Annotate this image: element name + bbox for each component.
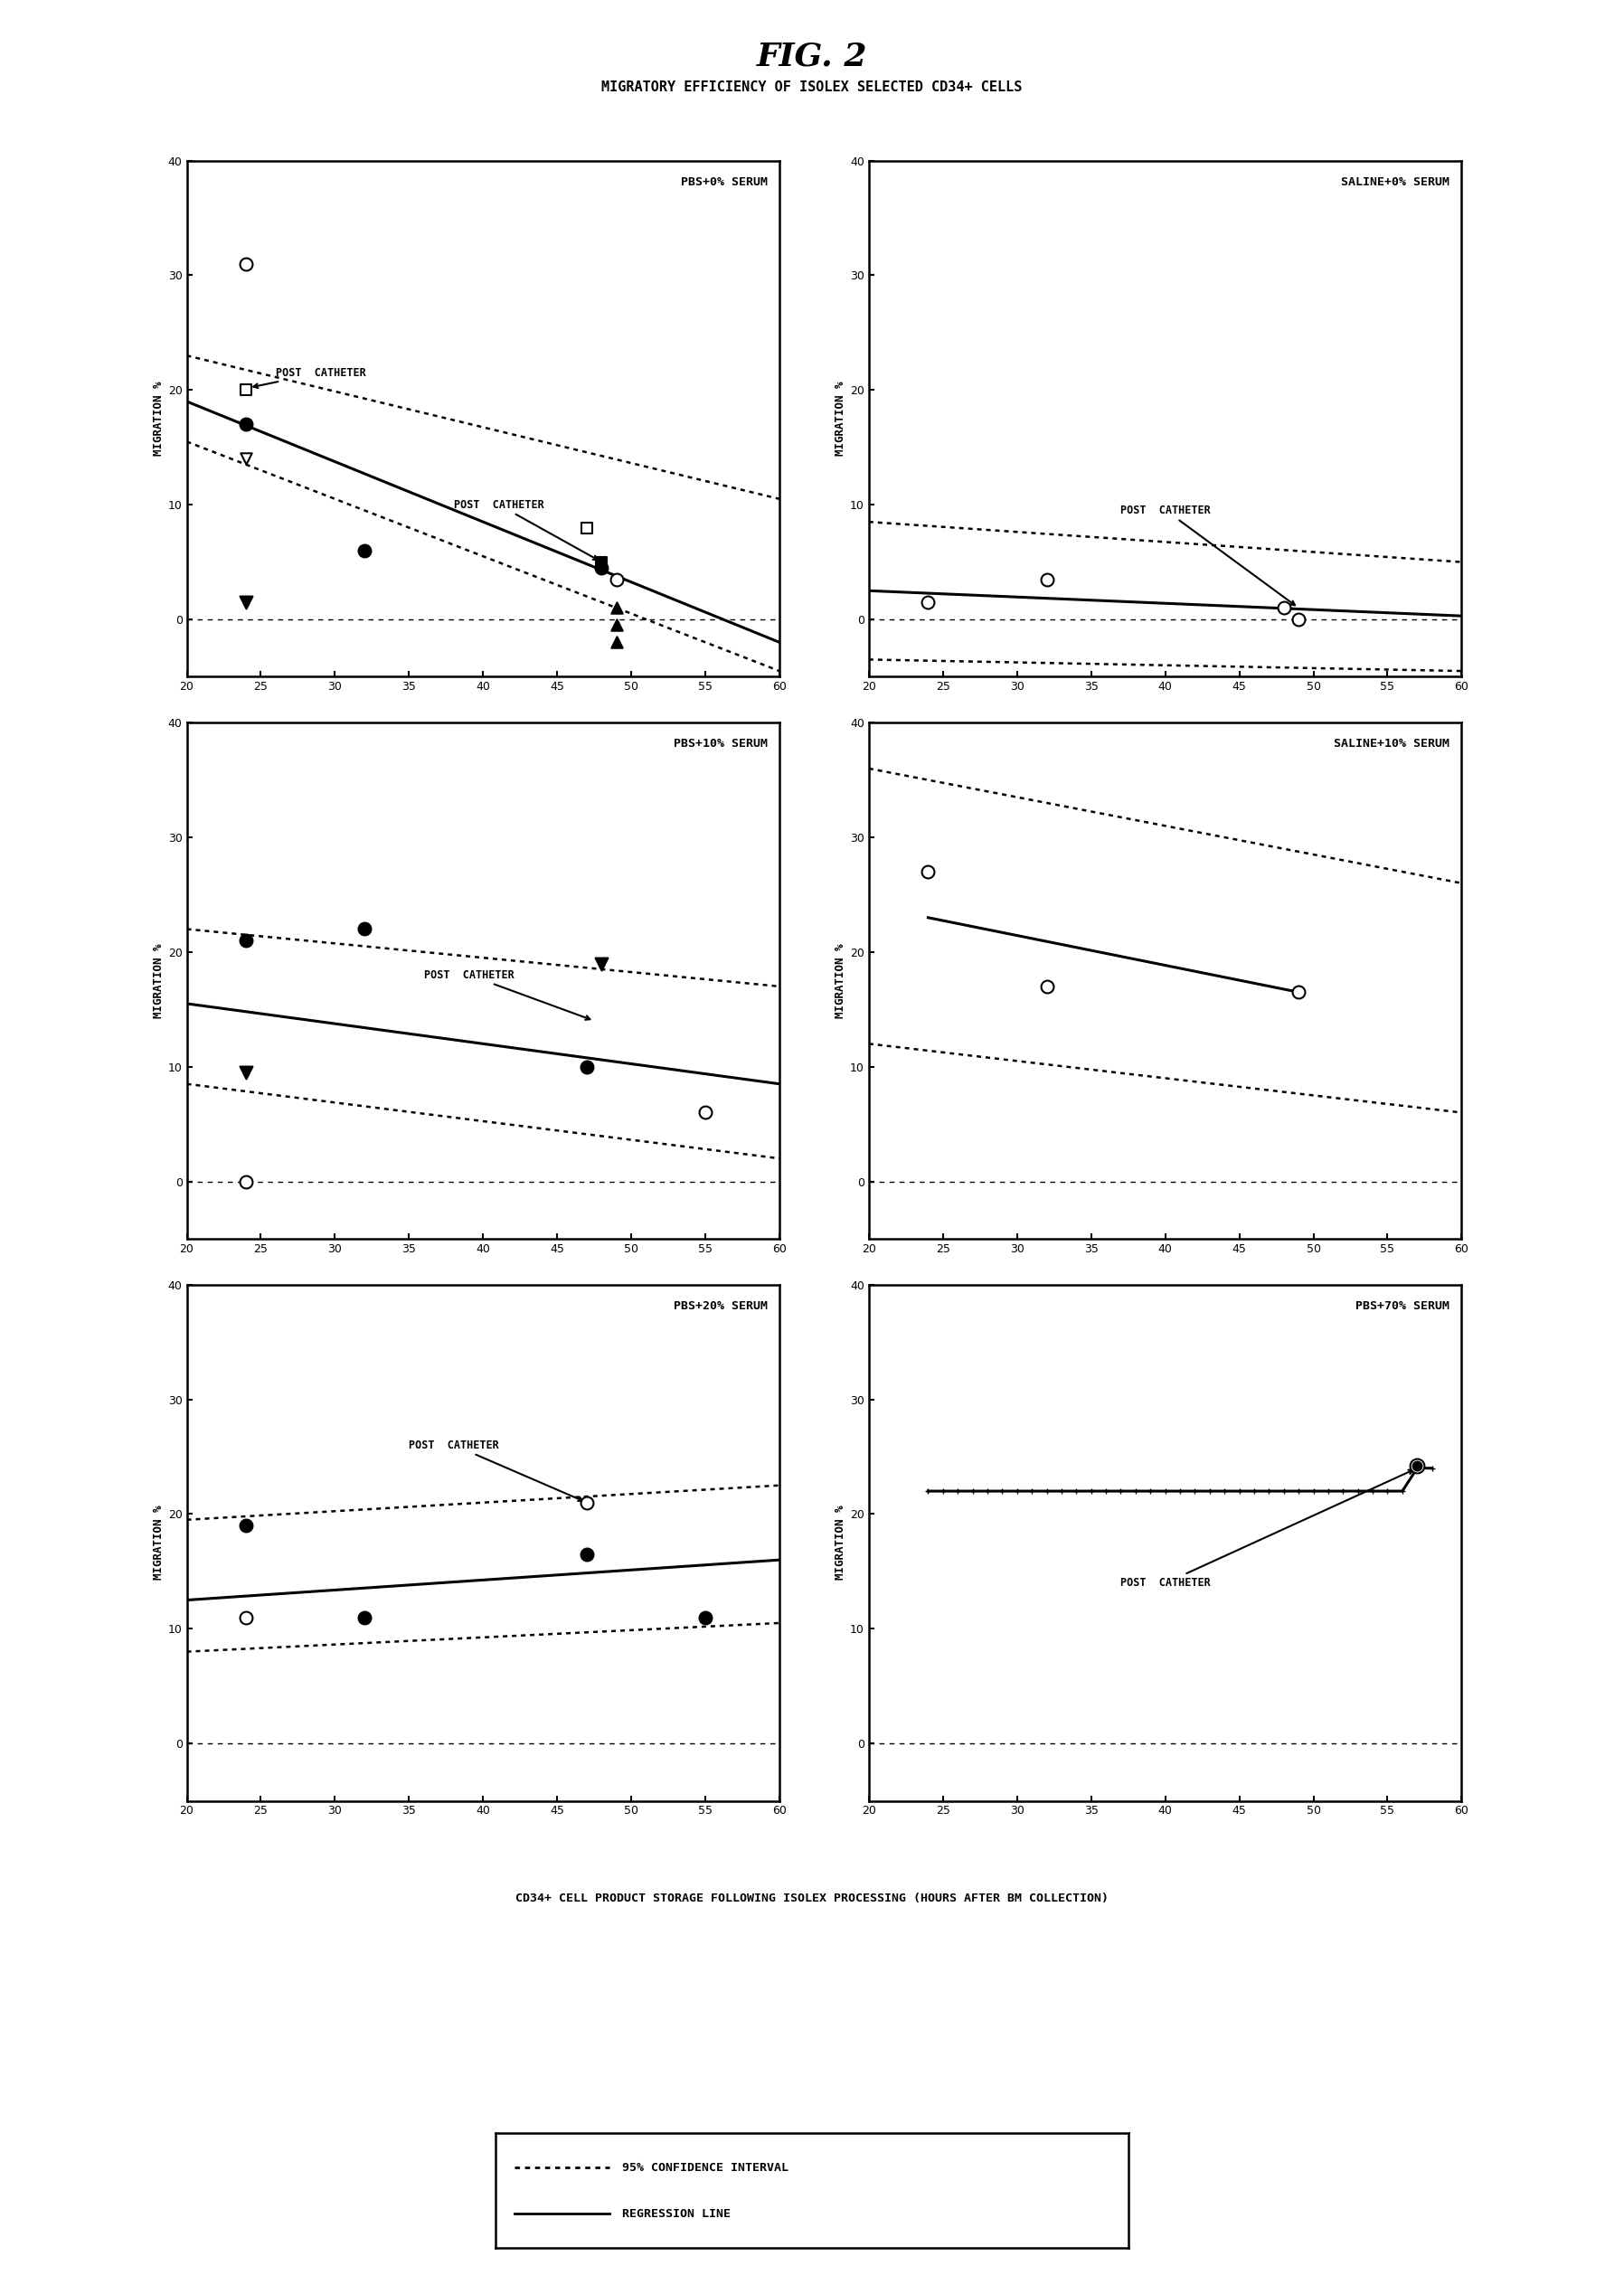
Y-axis label: MIGRATION %: MIGRATION % bbox=[153, 943, 164, 1019]
Point bbox=[573, 1484, 599, 1521]
Point bbox=[234, 922, 260, 959]
Point bbox=[234, 1163, 260, 1200]
Point bbox=[1405, 1448, 1431, 1484]
Text: POST  CATHETER: POST CATHETER bbox=[253, 367, 365, 388]
Point bbox=[234, 440, 260, 477]
Text: POST  CATHETER: POST CATHETER bbox=[409, 1438, 583, 1500]
Point bbox=[573, 1048, 599, 1085]
Y-axis label: MIGRATION %: MIGRATION % bbox=[153, 1505, 164, 1581]
Point bbox=[590, 551, 615, 587]
Text: PBS+10% SERUM: PBS+10% SERUM bbox=[674, 739, 768, 750]
Point bbox=[692, 1094, 718, 1131]
Point bbox=[352, 532, 378, 569]
Point bbox=[234, 372, 260, 408]
Text: POST  CATHETER: POST CATHETER bbox=[424, 968, 590, 1021]
Text: CD34+ CELL PRODUCT STORAGE FOLLOWING ISOLEX PROCESSING (HOURS AFTER BM COLLECTIO: CD34+ CELL PRODUCT STORAGE FOLLOWING ISO… bbox=[515, 1893, 1109, 1904]
Point bbox=[573, 1537, 599, 1574]
Text: REGRESSION LINE: REGRESSION LINE bbox=[622, 2207, 731, 2221]
Point bbox=[916, 853, 942, 890]
Point bbox=[1286, 973, 1312, 1009]
Y-axis label: MIGRATION %: MIGRATION % bbox=[835, 943, 846, 1019]
Point bbox=[604, 608, 630, 645]
Y-axis label: MIGRATION %: MIGRATION % bbox=[835, 381, 846, 457]
Text: SALINE+0% SERUM: SALINE+0% SERUM bbox=[1341, 177, 1450, 188]
Text: PBS+20% SERUM: PBS+20% SERUM bbox=[674, 1301, 768, 1312]
Point bbox=[234, 245, 260, 282]
Point bbox=[604, 624, 630, 661]
Point bbox=[1286, 601, 1312, 638]
Point bbox=[234, 406, 260, 443]
Point bbox=[234, 585, 260, 622]
Point bbox=[1033, 562, 1059, 599]
Text: MIGRATORY EFFICIENCY OF ISOLEX SELECTED CD34+ CELLS: MIGRATORY EFFICIENCY OF ISOLEX SELECTED … bbox=[601, 80, 1023, 94]
Point bbox=[1033, 968, 1059, 1005]
Point bbox=[234, 1599, 260, 1636]
Point bbox=[590, 945, 615, 982]
Point bbox=[234, 1055, 260, 1092]
Text: POST  CATHETER: POST CATHETER bbox=[1121, 505, 1294, 606]
Y-axis label: MIGRATION %: MIGRATION % bbox=[153, 381, 164, 457]
Y-axis label: MIGRATION %: MIGRATION % bbox=[835, 1505, 846, 1581]
Point bbox=[352, 911, 378, 947]
Point bbox=[916, 585, 942, 622]
Text: POST  CATHETER: POST CATHETER bbox=[1121, 1470, 1413, 1590]
Point bbox=[573, 509, 599, 546]
Point bbox=[352, 1599, 378, 1636]
Text: PBS+0% SERUM: PBS+0% SERUM bbox=[680, 177, 768, 188]
Point bbox=[604, 562, 630, 599]
Text: POST  CATHETER: POST CATHETER bbox=[453, 498, 598, 560]
Point bbox=[1270, 590, 1296, 626]
Point bbox=[1405, 1448, 1431, 1484]
Point bbox=[590, 544, 615, 580]
Point bbox=[234, 1507, 260, 1544]
Text: FIG. 2: FIG. 2 bbox=[757, 41, 867, 71]
Point bbox=[692, 1599, 718, 1636]
Point bbox=[604, 590, 630, 626]
Text: SALINE+10% SERUM: SALINE+10% SERUM bbox=[1333, 739, 1450, 750]
Text: 95% CONFIDENCE INTERVAL: 95% CONFIDENCE INTERVAL bbox=[622, 2161, 788, 2175]
Text: PBS+70% SERUM: PBS+70% SERUM bbox=[1356, 1301, 1450, 1312]
